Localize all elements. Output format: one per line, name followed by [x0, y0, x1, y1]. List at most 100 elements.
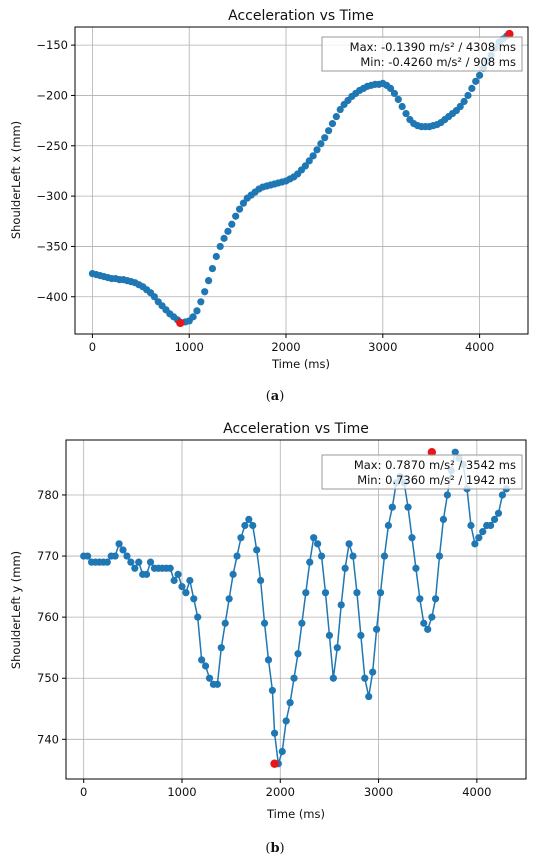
data-point [435, 552, 444, 560]
max-point [505, 29, 514, 39]
chart-title: Acceleration vs Time [228, 8, 374, 24]
data-point [228, 220, 236, 228]
data-point [306, 558, 314, 566]
chart-panel-b: Acceleration vs Time 0 1000 2000 3000 4000 74… [9, 421, 527, 856]
data-point [194, 613, 202, 621]
data-point [278, 747, 286, 756]
data-point [386, 84, 395, 92]
data-point [146, 558, 155, 566]
data-point [229, 570, 237, 578]
y-tick-label: −350 [36, 239, 68, 253]
x-tick-label: 1000 [167, 785, 196, 799]
data-point [451, 448, 459, 456]
data-point [456, 102, 464, 111]
data-point [498, 491, 507, 499]
data-point [135, 558, 143, 566]
data-point [416, 595, 424, 603]
data-point [204, 277, 213, 285]
x-tick-label: 2000 [271, 340, 300, 354]
data-point [208, 264, 217, 273]
data-point [464, 91, 472, 100]
data-marks [88, 29, 514, 328]
axis-ticks: 0 1000 2000 3000 4000 −400 −350 −300 −250 −200 −15… [36, 38, 494, 354]
data-point [115, 540, 123, 548]
data-point [205, 674, 214, 682]
plot-frame [65, 439, 527, 780]
data-point [380, 552, 389, 560]
plot-frame [74, 26, 529, 335]
data-point [321, 134, 329, 142]
min-point [176, 318, 185, 328]
panel-caption-b: (b) [265, 841, 284, 856]
data-point [353, 589, 361, 597]
x-tick-label: 4000 [465, 340, 494, 354]
data-point [232, 212, 240, 220]
data-point [372, 625, 381, 633]
max-annotation: Max: -0.1390 m/s² / 4308 ms [350, 40, 516, 54]
data-point [201, 662, 210, 670]
data-point [305, 157, 313, 165]
max-point [427, 448, 437, 457]
data-point [111, 552, 119, 560]
data-point [197, 298, 205, 306]
data-point [328, 120, 337, 128]
data-point [233, 552, 241, 560]
data-point [290, 674, 298, 682]
data-point [224, 227, 232, 235]
data-point [428, 613, 436, 621]
data-point [336, 105, 344, 114]
data-point [394, 95, 402, 104]
data-point [345, 540, 353, 548]
data-point [212, 252, 220, 261]
max-annotation: Max: 0.7870 m/s² / 3542 ms [354, 458, 516, 472]
data-point [376, 589, 385, 597]
data-point [131, 564, 139, 572]
data-point [150, 293, 158, 301]
data-point [317, 552, 326, 560]
data-point [333, 644, 341, 652]
data-point [119, 546, 127, 554]
data-point [257, 576, 265, 585]
data-point [349, 552, 357, 560]
data-point [178, 582, 186, 591]
data-point [217, 644, 225, 652]
min-annotation: Min: -0.4260 m/s² / 908 ms [360, 55, 516, 69]
data-point [317, 140, 325, 148]
data-point [253, 546, 261, 554]
min-point [270, 759, 279, 768]
data-point [189, 313, 197, 321]
caption-letter: a [271, 389, 280, 404]
axis-ticks: 0 1000 2000 3000 4000 740 750 760 770 780 [37, 488, 491, 799]
y-tick-label: −200 [36, 88, 68, 102]
data-point [460, 97, 468, 106]
data-point [487, 521, 495, 530]
x-tick-label: 2000 [266, 785, 295, 799]
data-point [103, 558, 111, 566]
data-point [471, 540, 479, 548]
data-point [337, 601, 345, 609]
series-line [83, 450, 507, 764]
data-point [182, 589, 190, 597]
data-point [475, 534, 483, 542]
data-point [301, 162, 309, 170]
data-point [472, 77, 480, 85]
min-annotation: Min: 0.7360 m/s² / 1942 ms [357, 473, 516, 487]
data-point [260, 619, 269, 627]
data-point [142, 570, 151, 578]
y-tick-label: −250 [36, 139, 68, 153]
data-point [123, 552, 131, 560]
data-point [174, 570, 182, 578]
data-point [235, 205, 244, 213]
chart-panel-a: Acceleration vs Time 0 1000 2000 3000 4000 −4… [9, 8, 529, 404]
data-point [190, 595, 198, 603]
data-point [213, 680, 221, 688]
data-point [313, 146, 321, 154]
data-point [361, 674, 369, 682]
legend-annotation: Max: 0.7870 m/s² / 3542 ms Min: 0.7360 m… [321, 454, 523, 490]
data-point [239, 199, 248, 207]
data-point [490, 515, 499, 524]
data-point [186, 576, 194, 585]
data-point [329, 674, 337, 682]
x-tick-label: 3000 [368, 340, 397, 354]
data-point [424, 625, 432, 633]
